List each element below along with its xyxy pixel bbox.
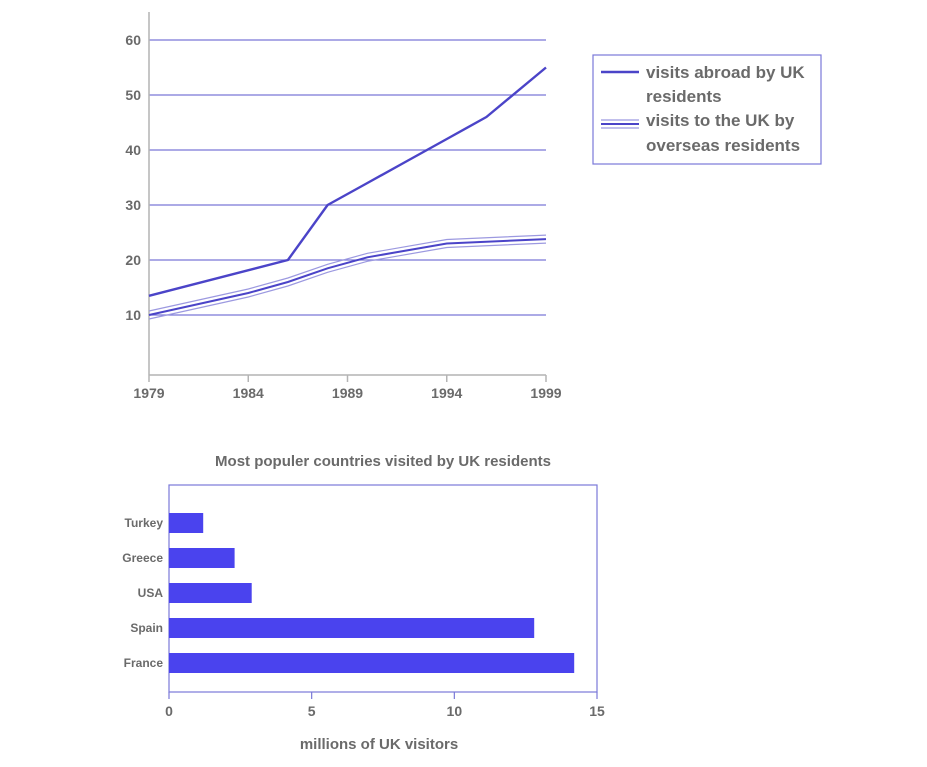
chart-legend: visits abroad by UK residents visits to … <box>592 54 822 165</box>
legend-label-line-1: visits abroad by UK <box>646 63 805 82</box>
bar-chart-x-ticks: 0 5 10 15 <box>165 692 605 719</box>
bar-chart-category-labels: Turkey Greece USA Spain France <box>122 516 163 670</box>
x-tick-label: 1999 <box>530 385 561 401</box>
category-label: Greece <box>122 551 163 565</box>
y-tick-label: 30 <box>125 197 141 213</box>
bar-spain <box>169 618 535 638</box>
line-chart-series <box>148 66 547 320</box>
line-chart: 10 20 30 40 50 60 1979 1984 1989 1994 1999 <box>125 12 562 401</box>
x-tick-label: 10 <box>447 703 463 719</box>
x-tick-label: 15 <box>589 703 605 719</box>
bar-chart-bars <box>169 513 575 673</box>
bar-chart-title: Most populer countries visited by UK res… <box>215 453 551 470</box>
series-line-visits-to-uk-lower <box>148 242 547 320</box>
y-tick-label: 20 <box>125 252 141 268</box>
category-label: France <box>124 656 164 670</box>
legend-label-line-1: visits to the UK by <box>646 111 795 130</box>
line-chart-x-ticks: 1979 1984 1989 1994 1999 <box>133 375 562 401</box>
category-label: Turkey <box>125 516 164 530</box>
x-tick-label: 1989 <box>332 385 363 401</box>
bar-chart-x-axis-title: millions of UK visitors <box>300 736 458 753</box>
x-tick-label: 1979 <box>133 385 164 401</box>
legend-box <box>592 54 822 165</box>
series-line-visits-to-uk-upper <box>148 234 547 312</box>
bar-greece <box>169 548 235 568</box>
x-tick-label: 1994 <box>431 385 462 401</box>
y-tick-label: 60 <box>125 32 141 48</box>
x-tick-label: 5 <box>308 703 316 719</box>
bar-turkey <box>169 513 204 533</box>
x-tick-label: 1984 <box>233 385 264 401</box>
legend-swatch-triple-line <box>601 119 639 129</box>
bar-usa <box>169 583 252 603</box>
series-line-visits-abroad <box>148 66 547 297</box>
category-label: Spain <box>130 621 163 635</box>
legend-entry-visits-abroad: visits abroad by UK residents <box>601 63 805 106</box>
y-tick-label: 50 <box>125 87 141 103</box>
line-chart-y-ticks: 10 20 30 40 50 60 <box>125 32 141 323</box>
y-tick-label: 10 <box>125 307 141 323</box>
bar-france <box>169 653 575 673</box>
series-line-visits-to-uk <box>148 238 547 316</box>
x-tick-label: 0 <box>165 703 173 719</box>
bar-chart: Most populer countries visited by UK res… <box>122 453 605 753</box>
line-chart-gridlines <box>149 39 546 316</box>
legend-label-line-2: residents <box>646 87 722 106</box>
y-tick-label: 40 <box>125 142 141 158</box>
category-label: USA <box>138 586 164 600</box>
legend-entry-visits-to-uk: visits to the UK by overseas residents <box>601 111 800 155</box>
legend-label-line-2: overseas residents <box>646 136 800 155</box>
